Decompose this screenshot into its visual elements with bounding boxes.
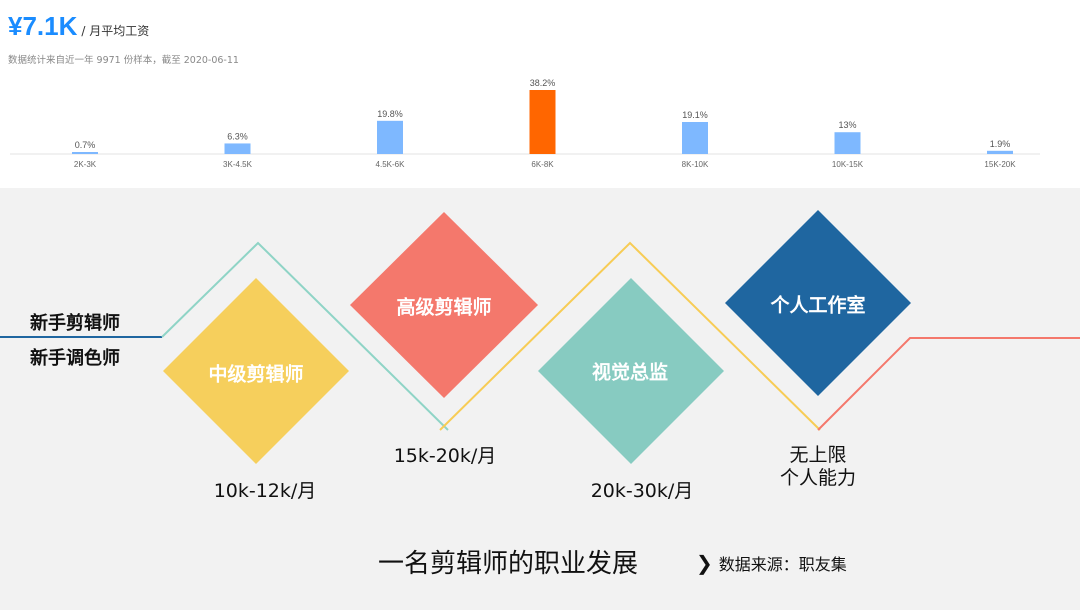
- salary-distribution-chart: 0.7% 2K-3K 6.3% 3K-4.5K 19.8% 4.5K-6K 38.2% 6K-…: [10, 78, 1040, 169]
- bar-10K-15K: [834, 132, 861, 154]
- salary-summary: ¥7.1K / 月平均工资: [8, 11, 149, 42]
- category-label: 15K-20K: [984, 160, 1016, 169]
- stage-diamond-visual-director: [538, 278, 724, 464]
- data-source-label: 数据来源：职友集: [718, 555, 847, 574]
- bar-value-label: 6.3%: [227, 131, 248, 141]
- entry-role-colorist: 新手调色师: [30, 348, 120, 369]
- chevron-right-icon: ❯: [696, 551, 713, 575]
- salary-senior: 15k-20k/月: [393, 445, 497, 467]
- salary-unit-label: / 月平均工资: [81, 24, 150, 38]
- bar-6K-8K: [529, 90, 556, 154]
- bar-4.5K-6K: [377, 120, 403, 154]
- category-label: 6K-8K: [531, 160, 554, 169]
- path-line-red: [817, 337, 1080, 431]
- salary-studio-line2: 个人能力: [779, 467, 857, 489]
- entry-role-editor: 新手剪辑师: [30, 313, 120, 334]
- stage-title-visual-director: 视觉总监: [591, 361, 669, 384]
- bar-3K-4.5K: [224, 143, 251, 154]
- stage-diamond-intermediate: [163, 278, 349, 464]
- bar-value-label: 38.2%: [530, 78, 556, 88]
- stage-title-intermediate: 中级剪辑师: [208, 363, 304, 386]
- bar-2K-3K: [72, 152, 98, 154]
- path-line-teal: [161, 241, 449, 431]
- sample-note: 数据统计来自近一年 9971 份样本，截至 2020-06-11: [8, 55, 239, 66]
- category-label: 8K-10K: [682, 160, 709, 169]
- bar-value-label: 1.9%: [990, 139, 1011, 149]
- data-source: ❯ 数据来源：职友集: [696, 551, 847, 575]
- stage-title-senior: 高级剪辑师: [396, 296, 492, 319]
- salary-studio-line1: 无上限: [789, 444, 847, 466]
- bar-15K-20K: [987, 150, 1013, 154]
- bar-8K-10K: [682, 122, 708, 154]
- bar-value-label: 0.7%: [75, 140, 96, 150]
- path-line-yellow: [439, 241, 821, 431]
- bar-value-label: 19.8%: [377, 109, 403, 119]
- category-label: 2K-3K: [74, 160, 97, 169]
- bar-value-label: 13%: [838, 120, 856, 130]
- stage-title-studio: 个人工作室: [770, 294, 866, 317]
- diagram-caption: 一名剪辑师的职业发展: [378, 549, 639, 579]
- salary-intermediate: 10k-12k/月: [213, 480, 317, 502]
- category-label: 10K-15K: [832, 160, 864, 169]
- salary-visual-director: 20k-30k/月: [590, 480, 694, 502]
- category-label: 3K-4.5K: [223, 160, 253, 169]
- category-label: 4.5K-6K: [376, 160, 406, 169]
- stage-diamond-senior: [350, 212, 538, 398]
- average-salary: ¥7.1K: [8, 11, 78, 41]
- salary-panel: ¥7.1K / 月平均工资 数据统计来自近一年 9971 份样本，截至 2020-…: [0, 0, 1080, 188]
- bar-value-label: 19.1%: [682, 110, 708, 120]
- stage-diamond-studio: [725, 210, 911, 396]
